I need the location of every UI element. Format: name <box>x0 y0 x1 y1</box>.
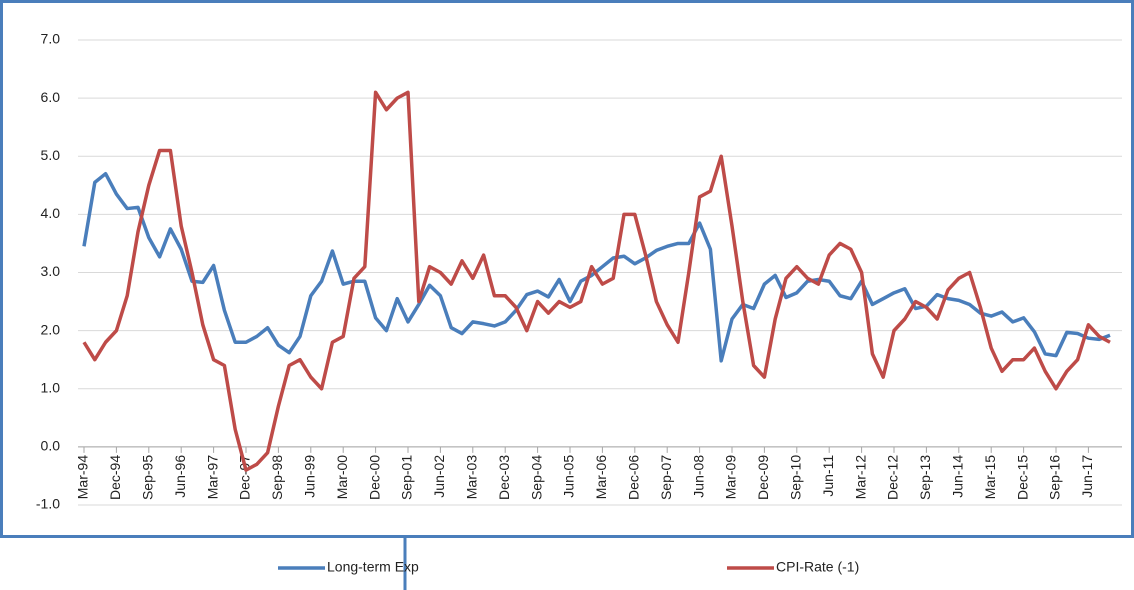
series-line <box>82 171 1111 363</box>
x-tick-label: Dec-06 <box>626 455 642 500</box>
y-tick-label: 2.0 <box>41 321 61 337</box>
x-tick-label: Jun-11 <box>820 455 836 497</box>
y-tick-label: 1.0 <box>41 379 61 395</box>
x-tick-label: Mar-03 <box>464 455 480 500</box>
x-tick-label: Dec-94 <box>107 455 123 500</box>
x-tick-label: Sep-01 <box>399 455 415 500</box>
plot-area: -1.0 0.0 1.0 2.0 3.0 4.0 5.0 6.0 7.0 Mar-94 Dec-94… <box>36 31 1122 512</box>
x-tick-label: Mar-94 <box>75 455 91 500</box>
legend-label: Long-term Exp <box>327 559 419 575</box>
x-tick-label: Jun-99 <box>302 455 318 498</box>
x-tick-label: Sep-13 <box>917 455 933 500</box>
x-tick-label: Jun-96 <box>172 455 188 498</box>
x-tick-label: Sep-16 <box>1047 455 1063 500</box>
y-tick-label: 0.0 <box>41 438 61 454</box>
y-tick-label: 6.0 <box>41 89 61 105</box>
chart-frame <box>0 0 1134 538</box>
legend-label: CPI-Rate (-1) <box>776 559 859 575</box>
x-tick-label: Dec-97 <box>237 455 253 500</box>
x-tick-label: Mar-12 <box>852 455 868 500</box>
x-tick-label: Mar-15 <box>982 455 998 500</box>
x-tick-label: Dec-12 <box>885 455 901 500</box>
x-tick-label: Mar-09 <box>723 455 739 500</box>
x-tick-label: Dec-09 <box>755 455 771 500</box>
y-tick-label: -1.0 <box>36 496 60 512</box>
x-tick-label: Dec-15 <box>1014 455 1030 500</box>
y-tick-label: 7.0 <box>41 31 61 47</box>
x-tick-label: Sep-95 <box>140 455 156 500</box>
x-tick-label: Dec-00 <box>366 455 382 500</box>
series-line <box>82 90 1111 472</box>
x-tick-label: Dec-03 <box>496 455 512 500</box>
x-tick-label: Sep-07 <box>658 455 674 500</box>
y-tick-label: 3.0 <box>41 263 61 279</box>
x-tick-label: Sep-98 <box>269 455 285 500</box>
x-tick-label: Mar-00 <box>334 455 350 500</box>
x-tick-label: Jun-05 <box>561 455 577 498</box>
x-tick-label: Jun-02 <box>431 455 447 498</box>
x-tick-label: Jun-08 <box>690 455 706 498</box>
x-tick-label: Sep-10 <box>788 455 804 500</box>
x-tick-label: Sep-04 <box>528 455 544 500</box>
x-tick-label: Jun-14 <box>950 455 966 498</box>
x-tick-label: Mar-97 <box>204 455 220 500</box>
x-tick-label: Jun-17 <box>1079 455 1095 498</box>
y-tick-label: 5.0 <box>41 147 61 163</box>
y-tick-label: 4.0 <box>41 205 61 221</box>
x-tick-label: Mar-06 <box>593 455 609 500</box>
